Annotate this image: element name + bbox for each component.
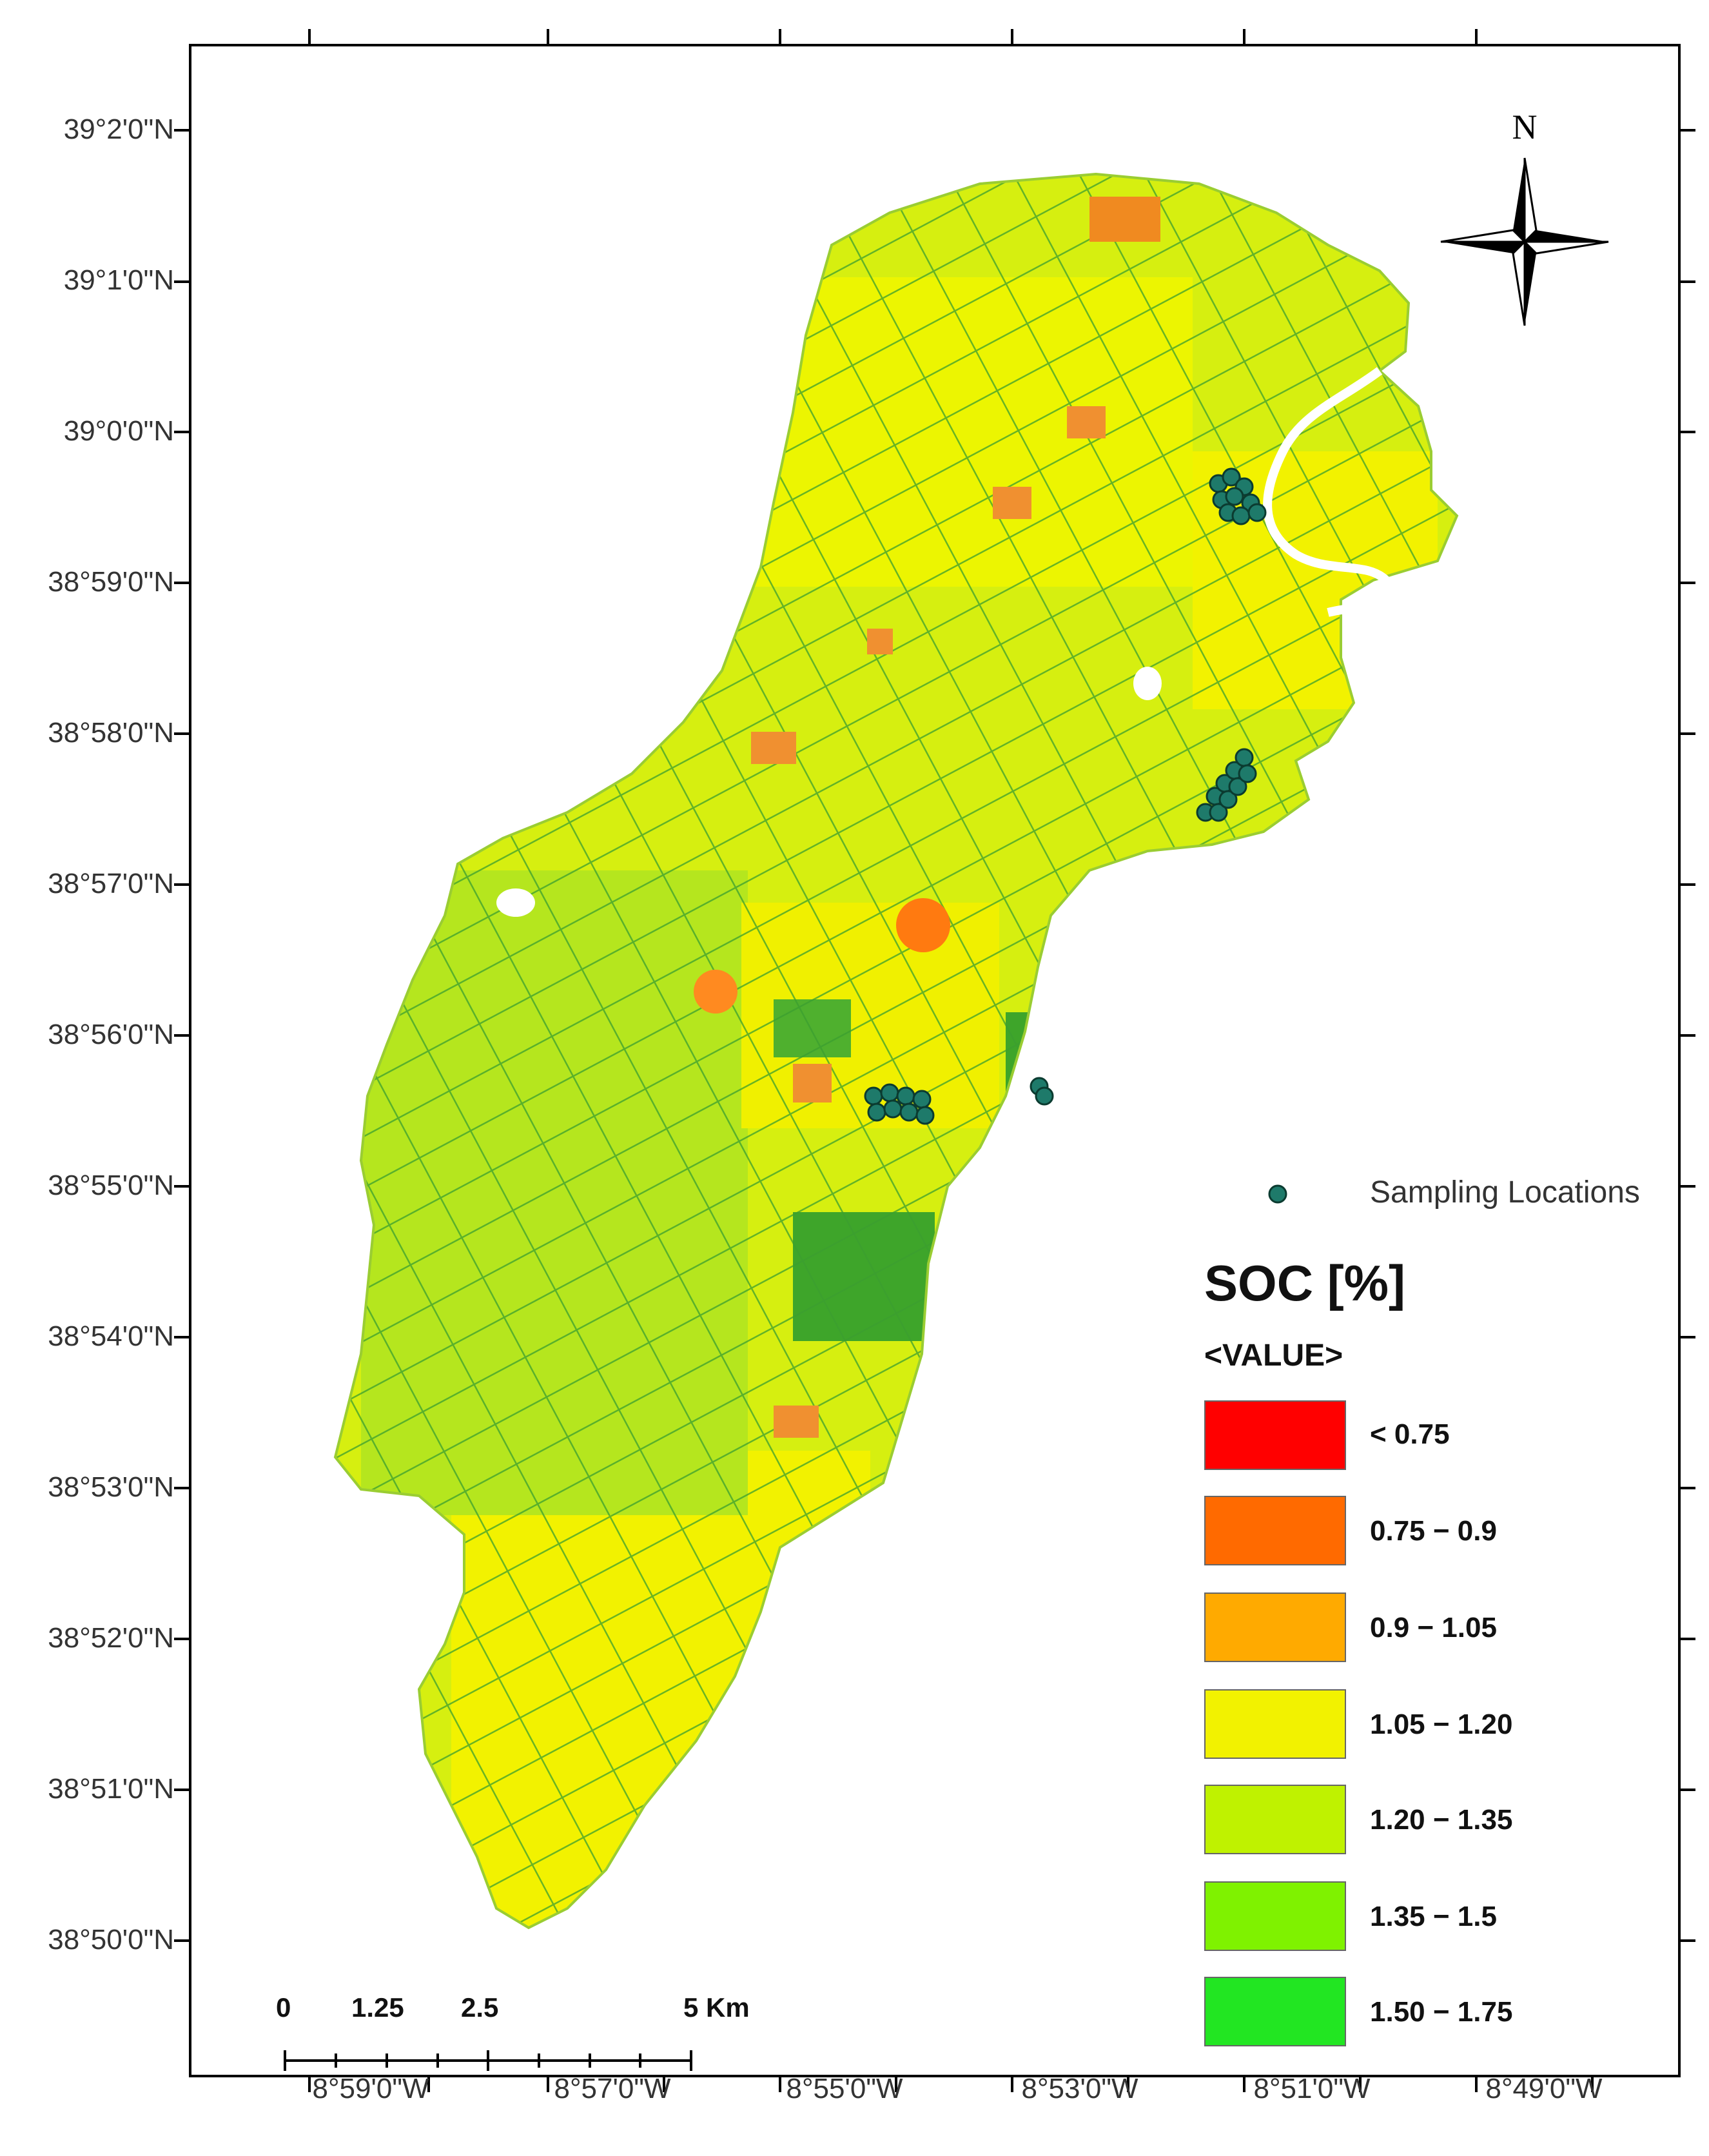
lat-label: 38°58'0"N: [48, 717, 174, 749]
legend-class-label: 0.75 − 0.9: [1370, 1515, 1497, 1547]
lat-label: 38°55'0"N: [48, 1170, 174, 1201]
orange-patch-4: [867, 629, 893, 654]
scale-label: 2.5: [461, 1992, 499, 2023]
orange-patch-5: [793, 1064, 832, 1102]
lat-label: 39°0'0"N: [63, 415, 174, 447]
scale-label: 0: [276, 1992, 291, 2023]
lat-label: 39°2'0"N: [63, 113, 174, 145]
sampling-cluster-3: [864, 1083, 935, 1125]
river: [1263, 367, 1393, 617]
sampling-cluster-2: [1196, 748, 1257, 822]
lon-label: 8°53'0"W: [1021, 2073, 1138, 2104]
sampling-cluster-1: [1209, 467, 1267, 525]
legend-swatch: [1204, 1881, 1346, 1951]
legend-class-label: 1.20 − 1.35: [1370, 1804, 1513, 1836]
legend-class-label: 0.9 − 1.05: [1370, 1612, 1497, 1643]
lat-label: 38°57'0"N: [48, 868, 174, 899]
legend-swatch: [1204, 1592, 1346, 1662]
sampling-locations-label: Sampling Locations: [1370, 1175, 1640, 1210]
lon-label: 8°57'0"W: [554, 2073, 671, 2104]
map-frame: [189, 44, 1681, 2077]
lat-label: 38°51'0"N: [48, 1773, 174, 1805]
legend-swatch: [1204, 1689, 1346, 1759]
orange-patch-2: [1067, 406, 1106, 438]
north-arrow-icon: [1440, 157, 1609, 326]
legend-subtitle: <VALUE>: [1204, 1338, 1343, 1373]
west-gap: [496, 888, 535, 917]
lon-label: 8°59'0"W: [312, 2073, 429, 2104]
scale-label: 5 Km: [683, 1992, 750, 2023]
frame-ticks: [174, 29, 1695, 2092]
lat-label: 38°53'0"N: [48, 1471, 174, 1503]
scale-bar: [284, 2050, 692, 2071]
orange-patch-3: [751, 732, 796, 764]
north-label: N: [1512, 108, 1538, 146]
lake-gap: [1133, 667, 1162, 700]
lon-label: 8°49'0"W: [1485, 2073, 1603, 2104]
lat-label: 39°1'0"N: [63, 264, 174, 296]
lon-label: 8°51'0"W: [1253, 2073, 1371, 2104]
lat-label: 38°56'0"N: [48, 1019, 174, 1050]
sampling-legend-marker: [1268, 1184, 1287, 1204]
legend-swatch: [1204, 1496, 1346, 1565]
legend-class-label: < 0.75: [1370, 1418, 1450, 1450]
sampling-cluster-4: [1030, 1077, 1054, 1106]
legend-title: SOC [%]: [1204, 1255, 1405, 1311]
lat-label: 38°59'0"N: [48, 566, 174, 598]
lon-label: 8°55'0"W: [786, 2073, 903, 2104]
orange-patch-7: [993, 487, 1031, 519]
orange-patch-1: [1089, 197, 1160, 242]
scale-label: 1.25: [351, 1992, 404, 2023]
lat-label: 38°54'0"N: [48, 1320, 174, 1352]
legend-class-label: 1.05 − 1.20: [1370, 1709, 1513, 1740]
lat-label: 38°50'0"N: [48, 1924, 174, 1955]
legend-swatch: [1204, 1400, 1346, 1470]
legend-class-label: 1.35 − 1.5: [1370, 1901, 1497, 1932]
orange-circle-2: [694, 970, 737, 1014]
orange-patch-6: [774, 1406, 819, 1438]
legend-class-label: 1.50 − 1.75: [1370, 1996, 1513, 2028]
lat-label: 38°52'0"N: [48, 1622, 174, 1654]
legend-swatch: [1204, 1977, 1346, 2046]
legend-swatch: [1204, 1785, 1346, 1854]
orange-circle-1: [896, 898, 950, 952]
